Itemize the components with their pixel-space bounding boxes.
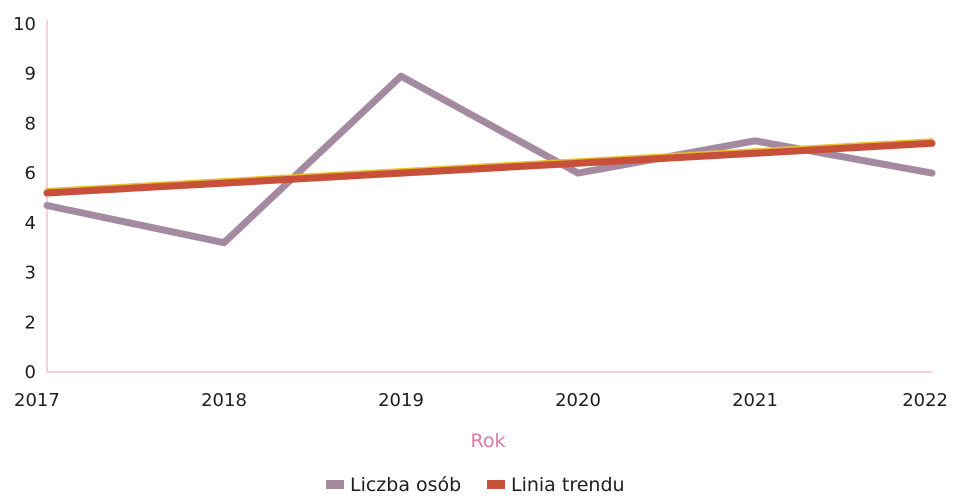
data-point [46, 192, 49, 195]
y-tick-label: 8 [25, 113, 36, 134]
legend-swatch [326, 480, 344, 489]
legend-label: Linia trendu [511, 474, 625, 496]
y-tick-label: 0 [25, 362, 36, 383]
data-point [754, 139, 757, 142]
legend-item-linia-trendu: Linia trendu [487, 474, 625, 496]
x-tick-label: 2022 [902, 390, 948, 411]
legend-item-liczba-osob: Liczba osób [326, 474, 461, 496]
x-axis: 2017 2018 2019 2020 2021 2022 [14, 371, 948, 411]
x-tick-label: 2017 [14, 390, 60, 411]
data-point [754, 152, 757, 155]
data-point [931, 172, 934, 175]
x-tick-label: 2021 [732, 390, 778, 411]
data-point [577, 172, 580, 175]
legend: Liczba osób Linia trendu [326, 474, 625, 496]
y-tick-label: 4 [25, 213, 36, 234]
y-tick-label: 2 [25, 312, 36, 333]
x-tick-label: 2019 [378, 390, 424, 411]
series-lines [43, 72, 936, 247]
data-point [577, 162, 580, 165]
series-line-liczba-osob [43, 72, 936, 247]
data-point [400, 172, 403, 175]
x-tick-label: 2018 [201, 390, 247, 411]
data-point [223, 182, 226, 185]
legend-swatch [487, 480, 505, 489]
data-point [46, 204, 49, 207]
x-tick-label: 2020 [555, 390, 601, 411]
y-tick-label: 10 [13, 14, 36, 35]
x-axis-title: Rok [471, 430, 506, 452]
y-tick-label: 9 [25, 64, 36, 85]
y-tick-label: 3 [25, 263, 36, 284]
y-axis: 0 2 3 4 6 8 9 10 [13, 14, 48, 383]
series-line-linia-trendu [43, 139, 936, 197]
legend-label: Liczba osób [350, 474, 461, 496]
y-tick-label: 6 [25, 163, 36, 184]
data-point [400, 75, 403, 78]
data-point [931, 142, 934, 145]
data-point [223, 241, 226, 244]
